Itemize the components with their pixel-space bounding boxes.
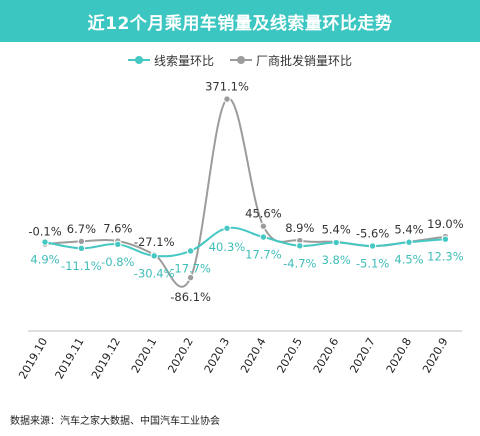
x-tick-label: 2019.12 bbox=[89, 336, 123, 382]
data-label-series-2: 5.4% bbox=[322, 222, 351, 236]
data-label-series-1: 4.5% bbox=[394, 253, 423, 267]
legend-label-series-2: 厂商批发销量环比 bbox=[256, 53, 353, 68]
x-tick-label: 2020.1 bbox=[129, 336, 160, 376]
legend-item-series-2: 厂商批发销量环比 bbox=[230, 52, 352, 69]
data-label-series-1: -30.4% bbox=[134, 266, 175, 280]
data-point-series-1 bbox=[296, 242, 304, 250]
data-source-note: 数据来源：汽车之家大数据、中国汽车工业协会 bbox=[10, 416, 220, 427]
data-label-series-1: -4.7% bbox=[283, 256, 316, 270]
data-point-series-2 bbox=[259, 222, 268, 230]
data-point-series-2 bbox=[77, 237, 86, 246]
legend-swatch-series-1 bbox=[127, 54, 150, 66]
data-label-series-2: 7.6% bbox=[103, 222, 132, 236]
data-label-series-2: 5.4% bbox=[394, 222, 423, 236]
data-label-series-2: 6.7% bbox=[67, 222, 96, 236]
data-label-series-2: -27.1% bbox=[134, 235, 175, 249]
data-point-series-2 bbox=[186, 273, 195, 282]
data-point-series-2 bbox=[223, 95, 231, 103]
data-label-series-2: 19.0% bbox=[427, 217, 464, 231]
chart-title-banner: 近12个月乘用车销量及线索量环比走势 bbox=[0, 0, 480, 42]
x-tick-label: 2020.7 bbox=[347, 336, 378, 376]
line-chart: 2019.10 2019.11 2019.12 2020.1 2020.2 2020.3 2… bbox=[16, 80, 464, 382]
data-point-series-1 bbox=[405, 238, 413, 246]
data-point-series-1 bbox=[150, 252, 158, 260]
data-label-series-2: 45.6% bbox=[245, 207, 282, 221]
data-label-series-2: -86.1% bbox=[170, 290, 211, 304]
data-label-series-1: -5.1% bbox=[356, 256, 389, 270]
data-label-series-1: 4.9% bbox=[30, 253, 59, 267]
x-tick-label: 2020.4 bbox=[238, 336, 269, 376]
data-label-series-1: 3.8% bbox=[322, 253, 351, 267]
data-point-series-1 bbox=[77, 244, 86, 253]
data-point-series-1 bbox=[332, 238, 340, 247]
x-tick-label: 2019.11 bbox=[53, 336, 87, 382]
x-tick-label: 2020.8 bbox=[384, 336, 415, 376]
data-point-series-1 bbox=[41, 238, 49, 246]
data-point-series-1 bbox=[259, 233, 268, 241]
data-label-series-2: 8.9% bbox=[285, 221, 314, 235]
data-label-series-1: -0.8% bbox=[101, 255, 134, 269]
data-label-series-2: 371.1% bbox=[205, 80, 249, 94]
x-tick-label: 2019.10 bbox=[16, 336, 50, 382]
chart-title: 近12个月乘用车销量及线索量环比走势 bbox=[87, 13, 393, 34]
data-label-series-1: 40.3% bbox=[209, 240, 246, 254]
data-label-series-1: 17.7% bbox=[245, 248, 282, 262]
x-tick-label: 2020.9 bbox=[420, 336, 451, 376]
data-point-series-1 bbox=[223, 224, 231, 232]
legend-swatch-series-2 bbox=[230, 54, 252, 66]
data-label-series-1: 12.3% bbox=[427, 250, 464, 264]
data-label-series-2: -0.1% bbox=[28, 225, 61, 239]
x-tick-label: 2020.5 bbox=[274, 336, 305, 376]
x-tick-label: 2020.6 bbox=[311, 336, 342, 376]
data-label-series-2: -5.6% bbox=[356, 227, 389, 241]
x-tick-label: 2020.3 bbox=[202, 336, 233, 376]
data-point-series-1 bbox=[368, 242, 377, 250]
x-tick-label: 2020.2 bbox=[165, 336, 196, 376]
data-point-series-1 bbox=[441, 235, 450, 243]
data-point-series-1 bbox=[114, 240, 122, 249]
legend-label-series-1: 线索量环比 bbox=[153, 53, 214, 68]
legend-dot-series-2 bbox=[237, 56, 245, 64]
legend-dot-series-1 bbox=[134, 56, 143, 64]
legend-item-series-1: 线索量环比 bbox=[127, 52, 214, 69]
data-label-series-1: -17.7% bbox=[170, 261, 211, 275]
data-label-series-1: -11.1% bbox=[61, 259, 102, 273]
legend: 线索量环比 厂商批发销量环比 bbox=[0, 50, 480, 70]
data-point-series-1 bbox=[186, 247, 195, 255]
